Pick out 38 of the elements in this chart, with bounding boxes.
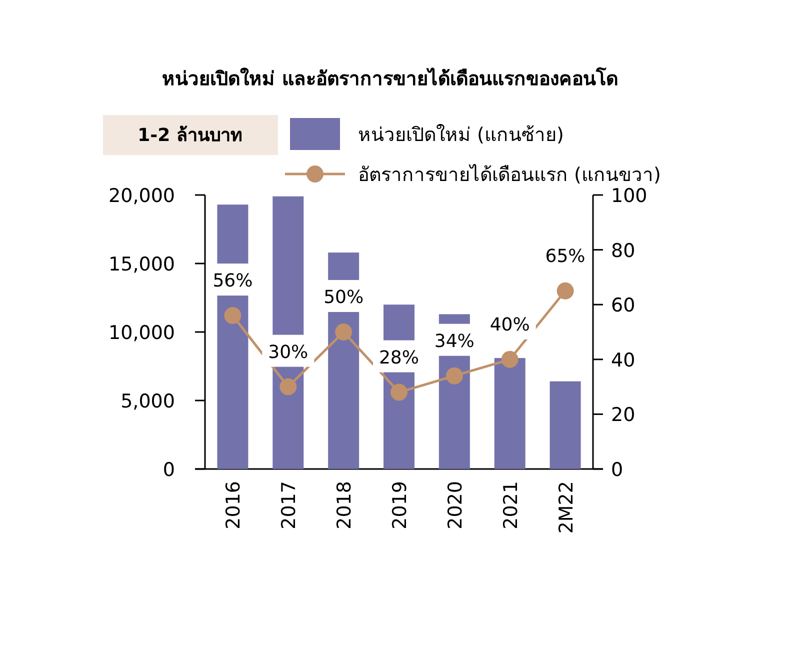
point (280, 378, 297, 396)
data-label: 56% (212, 270, 253, 292)
data-label: 50% (324, 287, 364, 308)
x-tick-label: 2M22 (555, 481, 578, 534)
x-tick-label: 2021 (500, 481, 522, 530)
y2-tick-label: 0 (611, 459, 624, 481)
point (224, 307, 242, 324)
y-tick-label: 15,000 (108, 254, 175, 276)
point (446, 367, 463, 384)
x-tick-label: 2017 (278, 481, 300, 530)
chart-title: หน่วยเปิดใหม่ และอัตราการขายได้เดือนแรกของคอนโด (162, 67, 618, 90)
y2-tick-label: 100 (611, 185, 648, 207)
data-label: 65% (545, 246, 586, 267)
y-tick-label: 0 (162, 459, 175, 481)
x-tick-label: 2019 (389, 481, 411, 530)
annotation-box: 1-2 ล้านบาท (103, 115, 278, 155)
legend-label: หน่วยเปิดใหม่ (แกนซ้าย) (358, 124, 564, 146)
point (556, 282, 574, 300)
legend-label: อัตราการขายได้เดือนแรก (แกนขวา) (358, 164, 661, 186)
data-label: 34% (434, 330, 474, 352)
x-tick-label: 2016 (222, 481, 245, 530)
x-tick-label: 2018 (334, 481, 356, 530)
data-label: 40% (490, 314, 530, 336)
y-tick-label: 20,000 (108, 185, 175, 207)
y2-tick-label: 40 (611, 349, 636, 372)
data-label: 30% (268, 342, 308, 363)
data-label: 28% (378, 347, 420, 368)
bar (550, 381, 581, 469)
point (501, 350, 518, 368)
y2-tick-label: 60 (611, 294, 636, 317)
bar (494, 358, 526, 469)
point (335, 324, 352, 340)
y-tick-label: 5,000 (120, 390, 175, 412)
y2-tick-label: 20 (611, 404, 636, 426)
y2-tick-label: 80 (611, 240, 636, 262)
x-tick-label: 2020 (444, 481, 466, 530)
point (390, 384, 408, 401)
y-tick-label: 10,000 (108, 322, 175, 344)
